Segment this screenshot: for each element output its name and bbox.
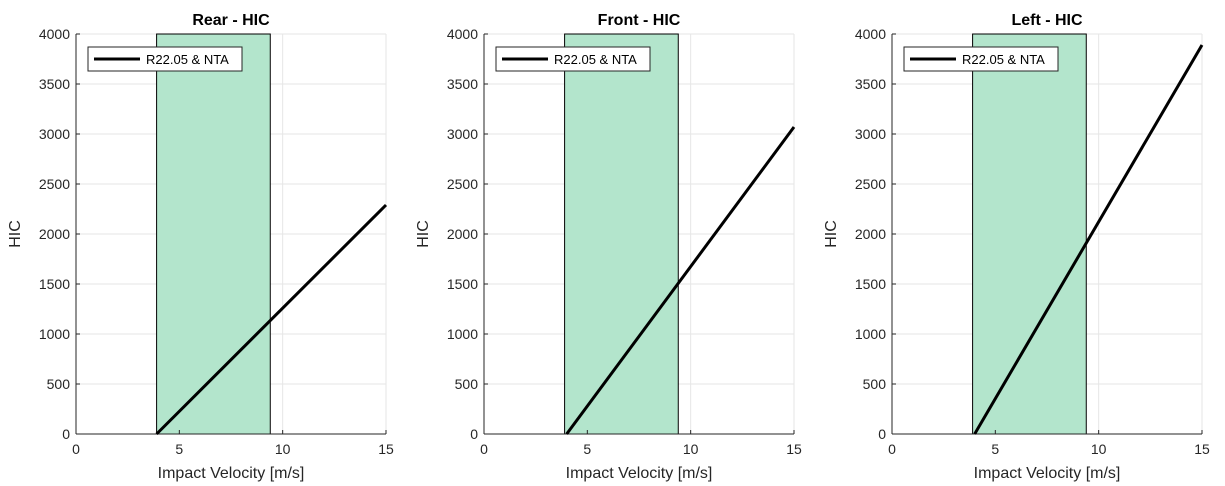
series-line xyxy=(565,126,796,435)
y-tick-label: 2500 xyxy=(447,176,478,192)
series-line xyxy=(973,44,1204,435)
y-tick-label: 3500 xyxy=(39,76,70,92)
x-tick-label: 15 xyxy=(786,441,802,457)
x-tick-label: 5 xyxy=(583,441,591,457)
x-axis-title: Impact Velocity [m/s] xyxy=(566,465,713,482)
legend-label: R22.05 & NTA xyxy=(962,52,1045,67)
y-tick-label: 500 xyxy=(455,376,479,392)
chart-rear-hic: 0 5 10 15 0 500 1000 1500 2000 2500 3000 3500 4000 Re… xyxy=(7,12,394,482)
y-tick-label: 3500 xyxy=(447,76,478,92)
y-tick-label: 2000 xyxy=(855,226,886,242)
shaded-band xyxy=(564,33,679,435)
x-tick-label: 0 xyxy=(72,441,80,457)
y-tick-label: 3500 xyxy=(855,76,886,92)
y-tick-label: 4000 xyxy=(39,26,70,42)
y-axis-title: HIC xyxy=(823,220,840,248)
x-tick-label: 10 xyxy=(683,441,699,457)
chart-title: Rear - HIC xyxy=(192,12,270,29)
y-tick-label: 2000 xyxy=(39,226,70,242)
legend-label: R22.05 & NTA xyxy=(146,52,229,67)
shaded-band xyxy=(156,33,271,435)
series-line xyxy=(155,203,388,436)
y-tick-label: 500 xyxy=(47,376,71,392)
y-tick-label: 2500 xyxy=(855,176,886,192)
y-tick-label: 0 xyxy=(878,426,886,442)
shaded-band xyxy=(972,33,1087,435)
y-tick-label: 1000 xyxy=(447,326,478,342)
x-tick-label: 15 xyxy=(378,441,394,457)
y-tick-label: 3000 xyxy=(447,126,478,142)
x-tick-label: 15 xyxy=(1194,441,1210,457)
y-tick-label: 0 xyxy=(62,426,70,442)
y-tick-label: 2000 xyxy=(447,226,478,242)
x-tick-label: 0 xyxy=(888,441,896,457)
chart-left-hic: 0 5 10 15 0 500 1000 1500 2000 2500 3000 3500 4000 Le… xyxy=(823,12,1210,482)
y-tick-label: 3000 xyxy=(855,126,886,142)
y-tick-label: 1000 xyxy=(39,326,70,342)
y-axis-title: HIC xyxy=(7,220,24,248)
y-tick-label: 2500 xyxy=(39,176,70,192)
y-tick-label: 1500 xyxy=(39,276,70,292)
x-tick-label: 0 xyxy=(480,441,488,457)
y-tick-label: 3000 xyxy=(39,126,70,142)
y-tick-label: 4000 xyxy=(855,26,886,42)
legend-label: R22.05 & NTA xyxy=(554,52,637,67)
y-tick-label: 4000 xyxy=(447,26,478,42)
y-tick-label: 1500 xyxy=(855,276,886,292)
chart-front-hic: 0 5 10 15 0 500 1000 1500 2000 2500 3000 3500 4000 Fr… xyxy=(415,12,802,482)
y-tick-label: 1500 xyxy=(447,276,478,292)
y-tick-label: 500 xyxy=(863,376,887,392)
x-axis-title: Impact Velocity [m/s] xyxy=(158,465,305,482)
x-tick-label: 5 xyxy=(175,441,183,457)
chart-title: Front - HIC xyxy=(598,12,681,29)
y-tick-label: 0 xyxy=(470,426,478,442)
chart-title: Left - HIC xyxy=(1011,12,1083,29)
y-axis-title: HIC xyxy=(415,220,432,248)
x-tick-label: 10 xyxy=(1091,441,1107,457)
x-tick-label: 10 xyxy=(275,441,291,457)
x-tick-label: 5 xyxy=(991,441,999,457)
y-tick-label: 1000 xyxy=(855,326,886,342)
x-axis-title: Impact Velocity [m/s] xyxy=(974,465,1121,482)
